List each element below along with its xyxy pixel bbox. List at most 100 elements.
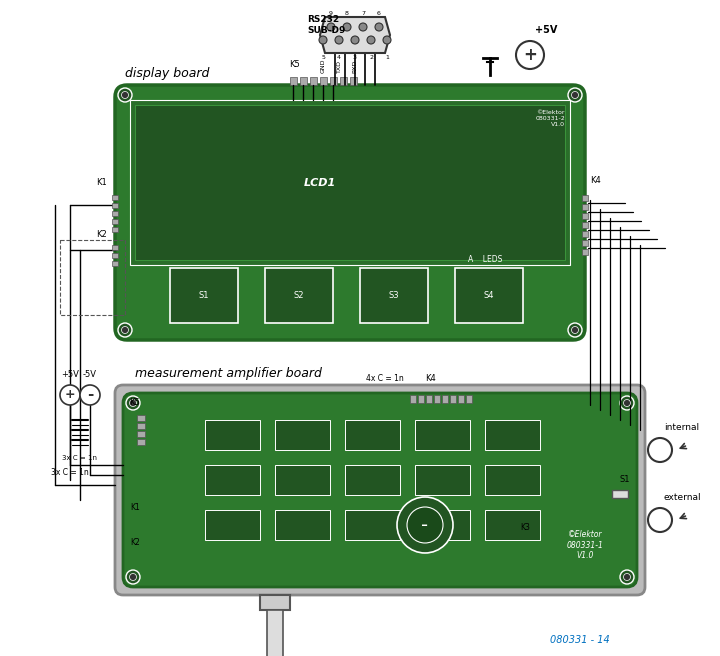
Bar xyxy=(112,211,118,216)
Circle shape xyxy=(351,36,359,44)
Circle shape xyxy=(343,23,351,31)
Text: S1: S1 xyxy=(620,475,630,484)
Text: 080331 - 14: 080331 - 14 xyxy=(550,635,610,645)
Bar xyxy=(415,420,470,450)
Bar xyxy=(310,77,317,85)
Bar xyxy=(112,245,118,250)
Circle shape xyxy=(126,570,140,584)
Bar xyxy=(442,395,448,403)
Text: K2: K2 xyxy=(130,538,140,547)
Bar xyxy=(582,240,588,246)
Text: S3: S3 xyxy=(389,291,400,300)
Bar xyxy=(267,610,283,656)
Bar xyxy=(458,395,464,403)
Circle shape xyxy=(80,385,100,405)
Circle shape xyxy=(335,36,343,44)
Polygon shape xyxy=(320,17,390,53)
Bar xyxy=(450,395,456,403)
Text: S2: S2 xyxy=(294,291,305,300)
Bar xyxy=(434,395,440,403)
Bar xyxy=(205,465,260,495)
Text: RXD: RXD xyxy=(353,60,358,73)
Bar xyxy=(418,395,424,403)
Text: +5V: +5V xyxy=(61,370,79,379)
Bar xyxy=(340,77,347,85)
Text: 3: 3 xyxy=(353,55,357,60)
Text: measurement amplifier board: measurement amplifier board xyxy=(135,367,322,380)
Text: K1: K1 xyxy=(130,503,140,512)
Text: 1: 1 xyxy=(385,55,389,60)
Text: TXD: TXD xyxy=(336,60,341,73)
Bar xyxy=(360,268,428,323)
Circle shape xyxy=(130,573,137,581)
Bar xyxy=(112,253,118,258)
FancyBboxPatch shape xyxy=(115,85,585,340)
Circle shape xyxy=(118,323,132,337)
Circle shape xyxy=(624,573,631,581)
Circle shape xyxy=(620,396,634,410)
Circle shape xyxy=(367,36,375,44)
Bar xyxy=(205,510,260,540)
Text: internal: internal xyxy=(665,423,700,432)
Bar xyxy=(275,465,330,495)
Bar xyxy=(330,77,337,85)
Bar xyxy=(290,77,297,85)
Text: +5V: +5V xyxy=(535,25,557,35)
Circle shape xyxy=(130,400,137,407)
Circle shape xyxy=(572,91,578,98)
Bar xyxy=(426,395,432,403)
Circle shape xyxy=(572,327,578,333)
Text: K2: K2 xyxy=(96,230,107,239)
Circle shape xyxy=(126,396,140,410)
Bar xyxy=(350,77,357,85)
Bar xyxy=(485,510,540,540)
Text: 2: 2 xyxy=(369,55,373,60)
Bar xyxy=(582,249,588,255)
Text: 3x C = 1n: 3x C = 1n xyxy=(63,455,97,461)
Bar xyxy=(112,195,118,200)
Bar xyxy=(466,395,472,403)
Text: GND: GND xyxy=(320,58,325,73)
Text: 4: 4 xyxy=(337,55,341,60)
Circle shape xyxy=(122,327,128,333)
Text: K3: K3 xyxy=(520,523,530,532)
Bar xyxy=(265,268,333,323)
Circle shape xyxy=(397,497,453,553)
Text: S1: S1 xyxy=(199,291,210,300)
Text: -: - xyxy=(87,388,93,403)
Circle shape xyxy=(375,23,383,31)
Text: +: + xyxy=(523,46,537,64)
Circle shape xyxy=(407,507,443,543)
Text: display board: display board xyxy=(125,67,210,80)
Bar xyxy=(112,261,118,266)
Bar xyxy=(205,420,260,450)
Bar xyxy=(130,100,570,265)
Text: 9: 9 xyxy=(329,11,333,16)
Circle shape xyxy=(383,36,391,44)
Bar xyxy=(275,510,330,540)
Text: S4: S4 xyxy=(484,291,494,300)
Circle shape xyxy=(118,88,132,102)
Bar xyxy=(582,231,588,237)
Bar xyxy=(582,222,588,228)
Circle shape xyxy=(516,41,544,69)
Circle shape xyxy=(60,385,80,405)
Bar xyxy=(410,395,416,403)
Bar xyxy=(300,77,307,85)
Circle shape xyxy=(359,23,367,31)
Bar xyxy=(345,465,400,495)
Bar xyxy=(320,77,327,85)
Circle shape xyxy=(327,23,335,31)
Bar xyxy=(582,204,588,210)
Text: external: external xyxy=(663,493,701,502)
Bar xyxy=(612,490,628,498)
Text: K5: K5 xyxy=(130,398,140,407)
Text: K1: K1 xyxy=(96,178,107,187)
Circle shape xyxy=(648,438,672,462)
Text: A    LEDS: A LEDS xyxy=(468,255,502,264)
Text: K4: K4 xyxy=(425,374,436,383)
Bar xyxy=(137,415,145,421)
Bar xyxy=(415,510,470,540)
Bar xyxy=(415,465,470,495)
Bar xyxy=(485,465,540,495)
